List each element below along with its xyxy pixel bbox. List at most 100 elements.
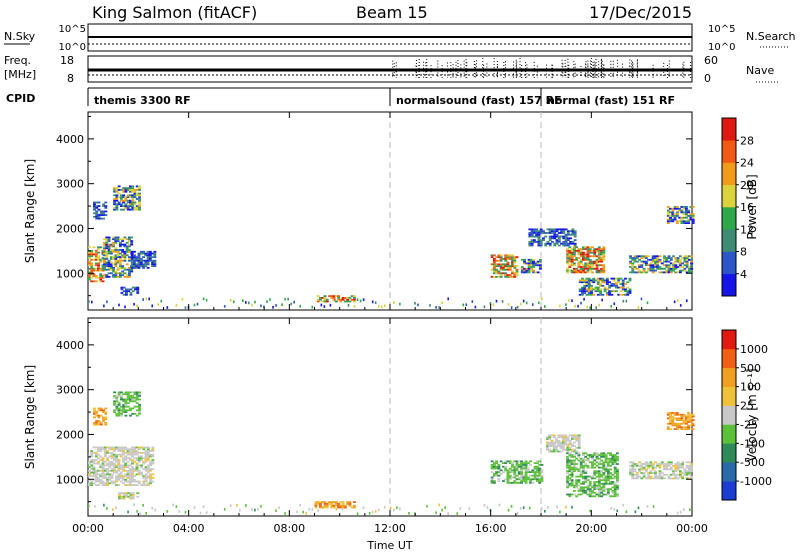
scatter-cell: [540, 478, 544, 481]
scatter-cell: [93, 203, 96, 206]
scatter-cell: [592, 293, 596, 296]
scatter-cell: [104, 416, 108, 419]
scatter-cell: [642, 271, 646, 274]
scatter-cell: [99, 455, 103, 458]
scatter-cell: [495, 474, 499, 477]
scatter-cell: [119, 480, 123, 483]
scatter-cell: [570, 255, 574, 258]
scatter-cell: [524, 478, 528, 481]
scatter-cell: [575, 486, 579, 489]
scatter-cell: [144, 261, 148, 264]
scatter-cell: [615, 481, 619, 483]
scatter-cell: [583, 284, 587, 287]
scatter-cell: [104, 412, 108, 415]
scatter-cell: [126, 391, 130, 394]
scatter-cell: [117, 466, 121, 469]
scatter-cell: [678, 207, 682, 210]
scatter-cell: [99, 450, 103, 452]
scatter-cell: [566, 464, 570, 467]
scatter-cell: [110, 462, 114, 465]
scatter-cell: [570, 434, 574, 437]
scatter-cell: [113, 199, 117, 202]
scatter-cell: [572, 264, 576, 267]
scatter-cell: [629, 255, 632, 258]
scatter-cell: [110, 457, 114, 460]
scatter-cell: [90, 273, 94, 276]
scatter-cell: [103, 241, 106, 244]
scatter-cell: [101, 267, 105, 270]
scatter-cell: [323, 298, 327, 301]
scatter-cell: [314, 503, 318, 505]
ground-scatter-cell: [145, 511, 147, 515]
scatter-cell: [133, 460, 137, 463]
scatter-cell: [629, 260, 632, 263]
scatter-cell: [638, 470, 642, 473]
scatter-cell: [591, 255, 594, 258]
scatter-cell: [629, 470, 632, 473]
nave-tick-bottom: 0: [704, 72, 711, 85]
scatter-cell: [130, 259, 134, 262]
scatter-cell: [579, 260, 583, 263]
ground-scatter-cell: [489, 302, 492, 305]
ground-scatter-cell: [205, 511, 208, 514]
scatter-cell: [629, 271, 632, 274]
scatter-cell: [95, 411, 99, 413]
scatter-cell: [584, 452, 588, 455]
scatter-cell: [685, 258, 689, 261]
scatter-cell: [595, 255, 599, 258]
scatter-cell: [624, 283, 627, 285]
scatter-cell: [106, 468, 109, 470]
scatter-cell: [532, 260, 536, 263]
ground-scatter-cell: [507, 303, 510, 306]
scatter-cell: [118, 494, 122, 496]
scatter-cell: [682, 206, 686, 208]
scatter-cell: [683, 257, 687, 259]
scatter-cell: [109, 252, 113, 255]
scatter-cell: [582, 248, 585, 250]
nsearch-tick-top: 10^5: [708, 24, 735, 35]
scatter-cell: [602, 269, 606, 272]
scatter-cell: [124, 469, 128, 472]
ground-scatter-cell: [374, 301, 377, 305]
scatter-cell: [151, 477, 155, 479]
scatter-cell: [109, 243, 113, 246]
scatter-cell: [621, 281, 625, 284]
scatter-cell: [105, 238, 109, 241]
colorbar-swatch: [722, 443, 736, 463]
scatter-cell: [330, 504, 334, 507]
scatter-cell: [142, 446, 146, 449]
scatter-cell: [108, 451, 112, 454]
scatter-cell: [97, 214, 101, 216]
scatter-cell: [557, 443, 561, 446]
scatter-cell: [566, 452, 570, 455]
scatter-cell: [553, 242, 557, 245]
scatter-cell: [612, 283, 616, 285]
scatter-cell: [582, 253, 585, 256]
scatter-cell: [542, 239, 545, 242]
scatter-cell: [571, 242, 575, 245]
scatter-cell: [504, 268, 508, 271]
scatter-cell: [95, 210, 99, 213]
scatter-cell: [337, 297, 341, 299]
scatter-cell: [676, 257, 680, 259]
scatter-cell: [144, 450, 148, 452]
scatter-cell: [495, 462, 499, 465]
scatter-cell: [592, 288, 596, 291]
scatter-cell: [131, 495, 135, 498]
scatter-cell: [138, 185, 141, 188]
scatter-cell: [528, 241, 532, 243]
scatter-cell: [647, 267, 651, 270]
scatter-cell: [666, 222, 670, 224]
scatter-cell: [92, 482, 96, 485]
scatter-cell: [328, 503, 331, 505]
scatter-cell: [339, 501, 343, 504]
scatter-cell: [508, 469, 512, 472]
scatter-cell: [102, 214, 105, 216]
scatter-cell: [517, 460, 521, 463]
scatter-cell: [520, 460, 523, 463]
scatter-cell: [628, 292, 632, 294]
panel-frame: [87, 317, 693, 517]
scatter-cell: [137, 265, 141, 267]
scatter-cell: [601, 281, 605, 284]
ground-scatter-cell: [541, 507, 543, 510]
